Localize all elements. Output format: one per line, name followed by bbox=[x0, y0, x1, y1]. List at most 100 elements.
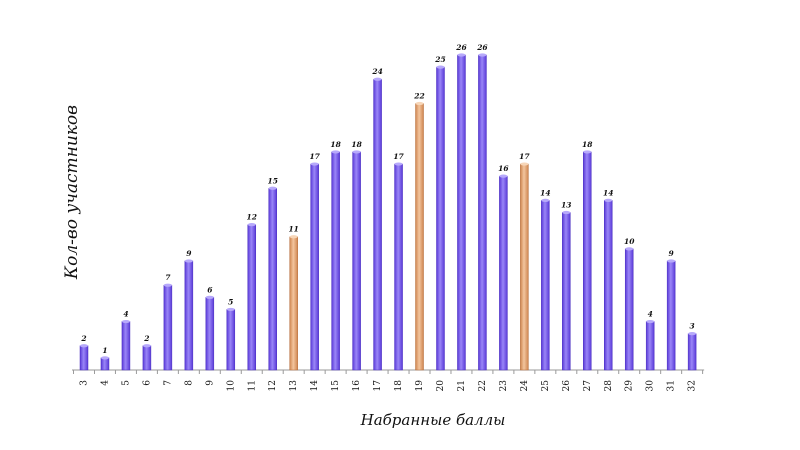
bar-cap-18 bbox=[394, 162, 403, 166]
bar-cap-17 bbox=[373, 77, 382, 81]
data-label-23: 16 bbox=[498, 164, 509, 173]
y-axis-label: Кол-во участников bbox=[62, 104, 82, 280]
x-tick-label-29: 29 bbox=[625, 380, 635, 392]
data-label-25: 14 bbox=[540, 188, 550, 197]
bar-12 bbox=[268, 188, 277, 371]
data-label-22: 26 bbox=[476, 43, 488, 52]
bar-cap-21 bbox=[457, 53, 466, 57]
bar-cap-10 bbox=[226, 307, 235, 312]
x-tick-label-16: 16 bbox=[352, 380, 362, 392]
bar-cap-19 bbox=[415, 101, 424, 106]
bar-15 bbox=[331, 151, 340, 371]
data-label-16: 18 bbox=[351, 140, 362, 149]
bar-cap-8 bbox=[184, 259, 193, 263]
bar-18 bbox=[394, 163, 403, 371]
x-tick-label-15: 15 bbox=[331, 380, 341, 392]
bar-11 bbox=[247, 224, 257, 371]
bar-25 bbox=[541, 200, 550, 371]
bar-3 bbox=[79, 345, 89, 371]
bar-cap-12 bbox=[268, 186, 277, 190]
bar-cap-27 bbox=[583, 150, 592, 154]
bar-22 bbox=[478, 54, 487, 371]
bar-cap-20 bbox=[436, 65, 445, 69]
x-tick-label-21: 21 bbox=[457, 380, 467, 391]
bar-19 bbox=[415, 103, 424, 371]
bar-cap-3 bbox=[80, 344, 88, 348]
x-tick-label-13: 13 bbox=[289, 380, 299, 392]
bar-cap-5 bbox=[121, 319, 130, 324]
x-tick-label-19: 19 bbox=[415, 380, 425, 392]
x-tick-label-25: 25 bbox=[541, 380, 551, 392]
x-tick-label-8: 8 bbox=[184, 380, 194, 386]
x-tick-label-32: 32 bbox=[688, 380, 698, 391]
bar-16 bbox=[352, 151, 361, 371]
bar-17 bbox=[373, 78, 382, 371]
x-tick-label-18: 18 bbox=[394, 380, 404, 392]
data-label-8: 9 bbox=[186, 249, 192, 258]
x-tick-label-14: 14 bbox=[310, 380, 320, 392]
data-label-3: 2 bbox=[80, 334, 86, 343]
bar-cap-26 bbox=[562, 210, 571, 215]
bar-5 bbox=[121, 321, 131, 371]
bar-14 bbox=[310, 163, 319, 371]
bar-10 bbox=[226, 309, 236, 371]
bar-29 bbox=[624, 248, 634, 371]
x-tick-label-9: 9 bbox=[205, 380, 215, 386]
bar-cap-32 bbox=[688, 332, 697, 336]
bar-cap-24 bbox=[520, 162, 529, 166]
bar-cap-25 bbox=[541, 198, 550, 202]
data-label-32: 3 bbox=[690, 322, 695, 331]
data-label-5: 4 bbox=[123, 310, 128, 319]
x-tick-label-4: 4 bbox=[100, 380, 110, 386]
x-tick-label-22: 22 bbox=[478, 380, 488, 391]
x-tick-label-26: 26 bbox=[562, 380, 572, 392]
x-tick-label-5: 5 bbox=[121, 380, 131, 386]
bar-cap-28 bbox=[604, 198, 613, 202]
bar-cap-9 bbox=[205, 295, 214, 299]
bar-23 bbox=[499, 175, 508, 371]
bar-31 bbox=[666, 260, 676, 371]
x-tick-label-20: 20 bbox=[436, 380, 446, 392]
bar-cap-6 bbox=[142, 344, 151, 348]
x-tick-label-31: 31 bbox=[667, 380, 677, 391]
data-label-26: 13 bbox=[561, 201, 571, 210]
bar-9 bbox=[205, 297, 215, 371]
data-label-14: 17 bbox=[309, 152, 320, 161]
bar-28 bbox=[604, 200, 613, 371]
bar-7 bbox=[163, 284, 173, 371]
bar-27 bbox=[583, 151, 592, 371]
bar-cap-13 bbox=[289, 235, 298, 239]
bar-cap-31 bbox=[667, 259, 676, 263]
data-label-20: 25 bbox=[434, 55, 445, 64]
data-label-27: 18 bbox=[582, 140, 593, 149]
bar-20 bbox=[436, 66, 445, 371]
bar-cap-11 bbox=[247, 223, 256, 227]
x-tick-label-11: 11 bbox=[247, 380, 257, 391]
data-label-7: 7 bbox=[165, 273, 171, 282]
bar-8 bbox=[184, 260, 194, 371]
data-label-15: 18 bbox=[330, 140, 341, 149]
bar-32 bbox=[687, 333, 697, 371]
x-tick-label-24: 24 bbox=[520, 380, 530, 392]
data-label-31: 9 bbox=[669, 249, 675, 258]
bar-cap-23 bbox=[499, 174, 508, 178]
x-tick-label-10: 10 bbox=[226, 380, 236, 392]
x-tick-label-12: 12 bbox=[268, 380, 278, 391]
bar-cap-29 bbox=[625, 247, 634, 251]
bar-26 bbox=[562, 212, 571, 371]
data-label-28: 14 bbox=[603, 188, 613, 197]
data-label-24: 17 bbox=[519, 152, 530, 161]
bar-cap-14 bbox=[310, 162, 319, 166]
x-axis-label: Набранные баллы bbox=[360, 411, 506, 429]
data-label-10: 5 bbox=[228, 297, 233, 306]
data-label-13: 11 bbox=[288, 225, 298, 234]
bar-6 bbox=[142, 345, 152, 371]
data-label-30: 4 bbox=[648, 310, 653, 319]
data-label-12: 15 bbox=[268, 176, 278, 185]
x-tick-label-17: 17 bbox=[373, 380, 383, 392]
bar-cap-30 bbox=[646, 319, 655, 324]
x-tick-label-3: 3 bbox=[80, 380, 90, 386]
bar-cap-15 bbox=[331, 150, 340, 154]
data-label-17: 24 bbox=[371, 67, 382, 76]
